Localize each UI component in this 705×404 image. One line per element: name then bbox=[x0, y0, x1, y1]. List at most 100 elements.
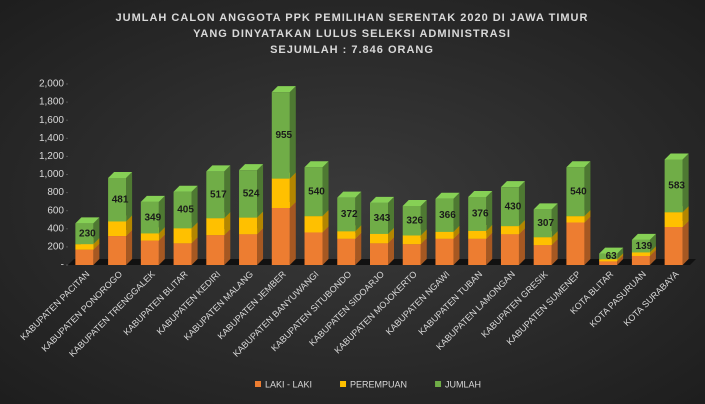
bar-top bbox=[566, 161, 591, 168]
data-label: 540 bbox=[308, 186, 325, 197]
bar bbox=[369, 233, 389, 244]
bar bbox=[664, 226, 683, 265]
legend-swatch bbox=[435, 381, 442, 387]
bar-side bbox=[289, 86, 296, 179]
bar-side bbox=[584, 216, 591, 265]
y-tick-label: 1,200 bbox=[39, 151, 64, 162]
bar-side bbox=[518, 181, 525, 227]
bar-side bbox=[388, 196, 395, 234]
bar-side bbox=[322, 161, 329, 217]
data-label: 372 bbox=[341, 209, 358, 220]
bar-side bbox=[617, 247, 624, 260]
bar-side bbox=[551, 203, 558, 238]
bar-top bbox=[500, 181, 525, 188]
bar-side bbox=[191, 185, 198, 229]
bar bbox=[599, 253, 618, 260]
bar-side bbox=[224, 212, 231, 236]
bar bbox=[664, 159, 683, 213]
bar-side bbox=[486, 190, 493, 231]
bar bbox=[173, 191, 192, 229]
bar bbox=[435, 238, 454, 265]
bar bbox=[337, 197, 356, 232]
data-label: 343 bbox=[374, 213, 391, 224]
bar-side bbox=[322, 210, 329, 233]
bar bbox=[468, 196, 487, 231]
bar-side bbox=[126, 215, 133, 237]
bar-side bbox=[93, 217, 100, 245]
data-label: 326 bbox=[406, 215, 423, 226]
bar bbox=[631, 255, 650, 265]
y-tick-label: 400 bbox=[47, 223, 64, 234]
bar-side bbox=[649, 233, 656, 253]
bar-side bbox=[126, 230, 133, 265]
bar-side bbox=[682, 206, 689, 227]
y-tick-label: 1,000 bbox=[39, 169, 64, 180]
bar-side bbox=[453, 225, 460, 239]
bar bbox=[566, 216, 585, 223]
bar-side bbox=[93, 238, 100, 250]
bar-top bbox=[435, 192, 460, 199]
bar-top bbox=[664, 153, 689, 160]
y-tick-label: 1,800 bbox=[39, 97, 64, 108]
bar-side bbox=[551, 231, 558, 246]
bar bbox=[206, 171, 225, 219]
data-label: 307 bbox=[537, 218, 554, 229]
bar-side bbox=[388, 227, 395, 244]
chart-title: JUMLAH CALON ANGGOTA PPK PEMILIHAN SEREN… bbox=[116, 12, 589, 24]
bar-side bbox=[257, 228, 264, 265]
bar bbox=[173, 228, 192, 244]
bar bbox=[108, 221, 127, 237]
bar bbox=[75, 249, 94, 265]
bar-side bbox=[518, 228, 525, 265]
y-tick-label: 1,400 bbox=[39, 133, 64, 144]
bar bbox=[631, 252, 650, 256]
legend-label: LAKI - LAKI bbox=[265, 379, 312, 389]
bar-top bbox=[402, 199, 427, 206]
legend-swatch bbox=[255, 381, 261, 387]
bar-side bbox=[388, 237, 395, 265]
bar-side bbox=[649, 249, 656, 265]
bar bbox=[271, 178, 290, 208]
bar bbox=[271, 92, 290, 179]
bar-top bbox=[599, 247, 624, 254]
bar bbox=[239, 234, 258, 265]
bar bbox=[599, 259, 618, 262]
bar-side bbox=[289, 172, 296, 208]
bar bbox=[75, 223, 94, 245]
legend-label: PEREMPUAN bbox=[350, 379, 407, 389]
chart-title: SEJUMLAH : 7.846 ORANG bbox=[270, 44, 434, 56]
bar bbox=[500, 226, 519, 235]
bar bbox=[369, 243, 389, 265]
y-tick-label: - bbox=[61, 260, 64, 271]
legend-swatch bbox=[340, 381, 347, 387]
bar bbox=[631, 239, 650, 253]
bar-top bbox=[140, 195, 165, 202]
bar-top bbox=[304, 161, 329, 168]
bar-side bbox=[257, 164, 264, 218]
bar-top bbox=[239, 164, 264, 171]
bar bbox=[304, 232, 323, 265]
data-label: 376 bbox=[472, 209, 489, 220]
bar-top bbox=[468, 190, 493, 197]
bar-side bbox=[551, 239, 558, 265]
bar bbox=[468, 230, 487, 239]
bar-side bbox=[584, 210, 591, 223]
bar bbox=[337, 238, 356, 265]
bar bbox=[173, 243, 192, 265]
data-label: 540 bbox=[570, 186, 587, 197]
bar bbox=[140, 201, 159, 234]
bar bbox=[108, 236, 127, 265]
bar-side bbox=[355, 191, 362, 232]
bar-side bbox=[289, 201, 296, 265]
bar-side bbox=[584, 161, 591, 217]
bar bbox=[468, 238, 487, 265]
data-label: 430 bbox=[505, 201, 522, 212]
bar-top bbox=[75, 217, 100, 224]
bar-side bbox=[649, 246, 656, 256]
data-label: 349 bbox=[144, 212, 161, 223]
data-label: 230 bbox=[79, 228, 96, 239]
bar-side bbox=[355, 232, 362, 265]
bar bbox=[140, 233, 159, 241]
bar-side bbox=[518, 220, 525, 235]
bar bbox=[566, 167, 585, 217]
